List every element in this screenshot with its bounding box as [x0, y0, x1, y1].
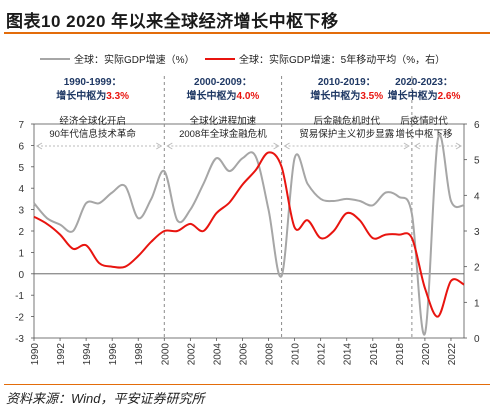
period-note-line2: 贸易保护主义初步显露: [299, 128, 395, 140]
period-center-value: 2.6%: [438, 91, 461, 102]
period-center-prefix: 增长中枢为: [187, 89, 237, 102]
y-tick-label: 4: [18, 184, 24, 195]
y-tick-label: -2: [15, 313, 24, 324]
y2-tick-label: 1: [474, 298, 480, 309]
arrow-head-right: [403, 142, 410, 150]
y2-tick-label: 4: [474, 191, 480, 202]
period-center-label: 增长中枢为4.0%: [187, 89, 260, 102]
period-center-label: 增长中枢为3.3%: [56, 89, 129, 102]
title-underline: [4, 32, 490, 34]
x-tick-label: 2004: [212, 343, 223, 366]
y-tick-label: 6: [18, 141, 24, 152]
arrow-head-left: [413, 142, 421, 150]
y2-tick-label: 0: [474, 334, 480, 345]
legend-label-5yr-ma: 全球：实际GDP增速：5年移动平均（%，右）: [239, 53, 445, 66]
y-tick-label: 3: [18, 206, 24, 217]
x-tick-label: 2016: [369, 343, 380, 366]
y2-tick-label: 5: [474, 156, 480, 167]
y2-tick-label: 6: [474, 120, 480, 131]
period-center-label: 增长中枢为3.5%: [310, 89, 383, 102]
period-note-line2: 增长中枢下移: [395, 128, 453, 140]
period-note-line2: 2008年全球金融危机: [179, 128, 267, 140]
x-tick-label: 2000: [160, 343, 171, 366]
x-tick-label: 2008: [265, 343, 276, 366]
chart-series: [33, 134, 465, 336]
x-tick-label: 2018: [395, 343, 406, 366]
x-tick-label: 2022: [447, 343, 458, 366]
period-range: 2010-2019：: [318, 77, 376, 88]
period-range: 2020-2023：: [395, 77, 453, 88]
arrow-head-left: [283, 142, 290, 150]
arrow-head-right: [156, 142, 163, 150]
period-note-line1: 经济全球化开启: [59, 115, 126, 127]
y-tick-label: 5: [18, 163, 24, 174]
legend-label-gdp: 全球：实际GDP增速（%）: [74, 53, 195, 66]
period-range: 2000-2009：: [194, 77, 252, 88]
arrow-head-left: [36, 142, 43, 150]
x-tick-label: 1996: [108, 343, 119, 366]
arrow-head-left: [166, 142, 173, 150]
arrow-head-right: [273, 142, 280, 150]
period-center-prefix: 增长中枢为: [388, 89, 438, 102]
y-tick-label: 2: [18, 227, 24, 238]
period-center-prefix: 增长中枢为: [56, 89, 106, 102]
x-tick-label: 2002: [186, 343, 197, 366]
period-note-line1: 后疫情时代: [400, 115, 448, 127]
x-tick-label: 1992: [56, 343, 67, 366]
chart-axes: -3 -2 -1 0 1 2 3 4 5 6 7 0 1 2 3 4 5 6 1990 1992 1994 1996 199…: [15, 120, 480, 365]
period-note-line1: 后金融危机时代: [313, 115, 380, 127]
series-line-5yr-ma: [33, 151, 465, 318]
period-center-value: 3.3%: [106, 91, 129, 102]
x-tick-label: 2006: [238, 343, 249, 366]
figure-title: 图表10 2020 年以来全球经济增长中枢下移: [6, 12, 339, 31]
x-tick-label: 1994: [82, 343, 93, 366]
y2-tick-label: 3: [474, 227, 480, 238]
plot-frame: [33, 123, 465, 339]
y-tick-label: 1: [18, 248, 24, 259]
x-tick-label: 2010: [291, 343, 302, 366]
period-range: 1990-1999：: [64, 77, 122, 88]
series-line-gdp: [33, 134, 465, 336]
x-tick-label: 1990: [30, 343, 41, 366]
y-tick-label: -1: [15, 291, 24, 302]
arrow-head-right: [455, 142, 462, 150]
y-tick-label: -3: [15, 334, 24, 345]
x-tick-label: 1998: [134, 343, 145, 366]
y2-tick-label: 2: [474, 263, 480, 274]
period-note-line2: 90年代信息技术革命: [49, 128, 136, 140]
x-tick-label: 2020: [421, 343, 432, 366]
period-center-prefix: 增长中枢为: [310, 89, 360, 102]
x-tick-label: 2014: [343, 343, 354, 366]
line-chart: -3 -2 -1 0 1 2 3 4 5 6 7 0 1 2 3 4 5 6 1990 1992 1994 1996 199…: [15, 53, 480, 365]
x-tick-label: 2012: [317, 343, 328, 366]
source-note: 资料来源：Wind，平安证券研究所: [6, 391, 205, 406]
period-center-label: 增长中枢为2.6%: [388, 89, 461, 102]
period-center-value: 4.0%: [237, 91, 260, 102]
y-tick-label: 7: [18, 120, 24, 131]
y-tick-label: 0: [18, 270, 24, 281]
chart-legend: 全球：实际GDP增速（%） 全球：实际GDP增速：5年移动平均（%，右）: [40, 53, 445, 66]
source-divider: [4, 384, 490, 385]
period-annotations: 1990-1999：增长中枢为3.3%经济全球化开启90年代信息技术革命2000…: [36, 76, 462, 338]
period-center-value: 3.5%: [360, 91, 383, 102]
period-note-line1: 全球化进程加速: [190, 115, 257, 127]
